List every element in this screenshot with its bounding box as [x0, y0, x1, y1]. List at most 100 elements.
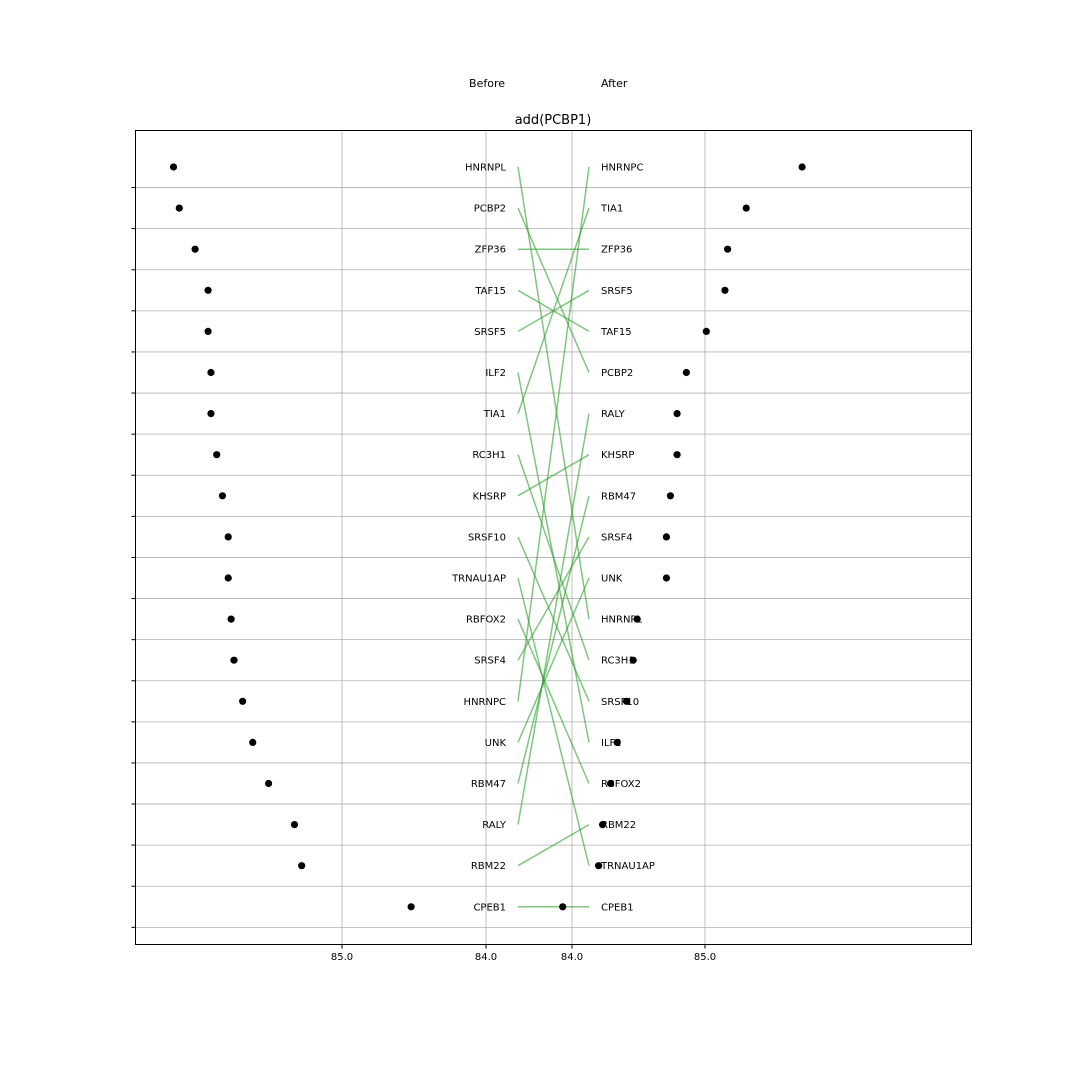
- before-label: TAF15: [474, 286, 506, 297]
- connector-raly: [517, 413, 590, 825]
- after-point: [633, 615, 641, 623]
- before-point: [290, 821, 299, 829]
- before-label: ZFP36: [475, 245, 506, 256]
- connector-trnau1ap: [517, 577, 590, 866]
- before-point: [204, 286, 212, 294]
- before-label: RALY: [482, 820, 507, 831]
- x-tick-label: 85.0: [331, 952, 353, 963]
- before-point: [407, 903, 415, 911]
- after-point: [724, 245, 732, 253]
- after-label: TIA1: [600, 204, 623, 215]
- plot-frame: [135, 130, 972, 945]
- connector-tia1: [517, 207, 590, 414]
- before-label: TRNAU1AP: [451, 574, 506, 585]
- x-tick-label: 84.0: [475, 952, 497, 963]
- after-point: [559, 903, 567, 911]
- after-label: RALY: [601, 409, 626, 420]
- x-tick-label: 85.0: [694, 952, 716, 963]
- after-label: RC3H1: [601, 656, 635, 667]
- after-label: SRSF10: [601, 697, 639, 708]
- connector-rbm47: [517, 495, 590, 784]
- grid-lines: [135, 130, 972, 945]
- before-label: SRSF4: [474, 656, 506, 667]
- after-label: SRSF5: [601, 286, 633, 297]
- before-point: [169, 163, 178, 171]
- before-point: [230, 656, 238, 664]
- before-label: UNK: [485, 738, 507, 749]
- after-label: PCBP2: [601, 368, 633, 379]
- connector-rbm22: [517, 823, 590, 867]
- after-point: [673, 410, 681, 418]
- after-label: ILF2: [601, 738, 622, 749]
- after-label: TAF15: [600, 327, 632, 338]
- x-tick-label: 84.0: [561, 952, 583, 963]
- before-point: [207, 368, 215, 377]
- after-label: RBM22: [601, 820, 636, 831]
- after-label: RBM47: [601, 491, 636, 502]
- after-label: HNRNPL: [601, 615, 642, 626]
- before-label: RBFOX2: [466, 615, 506, 626]
- before-label: PCBP2: [474, 204, 506, 215]
- before-header: Before: [469, 77, 505, 90]
- before-point: [264, 779, 273, 788]
- before-label: RBM22: [471, 861, 506, 872]
- before-point: [298, 862, 306, 870]
- axis-ticks: 85.0 84.0 84.0 85.0: [131, 187, 716, 963]
- after-label: TRNAU1AP: [600, 861, 655, 872]
- before-point: [204, 327, 212, 335]
- connector-srsf4: [517, 536, 590, 661]
- before-label: CPEB1: [473, 902, 506, 913]
- after-point: [673, 451, 681, 459]
- before-point: [224, 533, 232, 541]
- after-point: [682, 368, 690, 377]
- after-header: After: [601, 77, 628, 90]
- after-point: [702, 327, 710, 335]
- after-label: CPEB1: [601, 902, 634, 913]
- after-point: [598, 821, 607, 829]
- before-point: [227, 615, 235, 623]
- before-point: [224, 574, 232, 582]
- connector-khsrp: [517, 454, 590, 497]
- connector-pcbp2: [517, 207, 590, 373]
- before-point: [218, 492, 227, 500]
- connector-hnrnpc: [517, 166, 590, 702]
- after-point: [595, 862, 603, 870]
- before-label: KHSRP: [473, 491, 506, 502]
- before-label: RBM47: [471, 779, 506, 790]
- chart-title: add(PCBP1): [515, 113, 592, 128]
- after-point: [662, 574, 671, 582]
- after-point: [613, 738, 621, 747]
- after-label: RBFOX2: [601, 779, 641, 790]
- before-label: ILF2: [485, 368, 506, 379]
- after-point: [798, 163, 806, 171]
- after-label: KHSRP: [601, 450, 634, 461]
- before-point: [191, 245, 199, 253]
- before-point: [239, 697, 247, 705]
- after-point: [666, 492, 675, 500]
- before-point: [207, 410, 215, 418]
- after-point: [742, 204, 750, 212]
- after-point: [622, 697, 631, 705]
- before-point: [249, 738, 257, 747]
- connector-rbfox2: [517, 618, 590, 784]
- after-label: ZFP36: [601, 245, 632, 256]
- before-point: [175, 204, 183, 212]
- before-label: HNRNPC: [464, 697, 506, 708]
- after-label: SRSF4: [601, 532, 633, 543]
- row-labels: HNRNPL PCBP2 ZFP36 TAF15 SRSF5 ILF2 TIA1 RC3H1 K…: [451, 163, 655, 914]
- after-point: [721, 286, 729, 294]
- data-points: [169, 163, 806, 911]
- after-point: [606, 779, 615, 788]
- before-point: [213, 451, 221, 459]
- after-label: UNK: [601, 574, 623, 585]
- before-label: RC3H1: [472, 450, 506, 461]
- after-point: [662, 533, 671, 541]
- before-label: SRSF5: [474, 327, 506, 338]
- before-label: SRSF10: [468, 532, 506, 543]
- before-label: TIA1: [483, 409, 506, 420]
- before-label: HNRNPL: [465, 163, 506, 174]
- after-label: HNRNPC: [601, 163, 643, 174]
- connector-unk: [517, 577, 590, 743]
- after-point: [629, 656, 637, 664]
